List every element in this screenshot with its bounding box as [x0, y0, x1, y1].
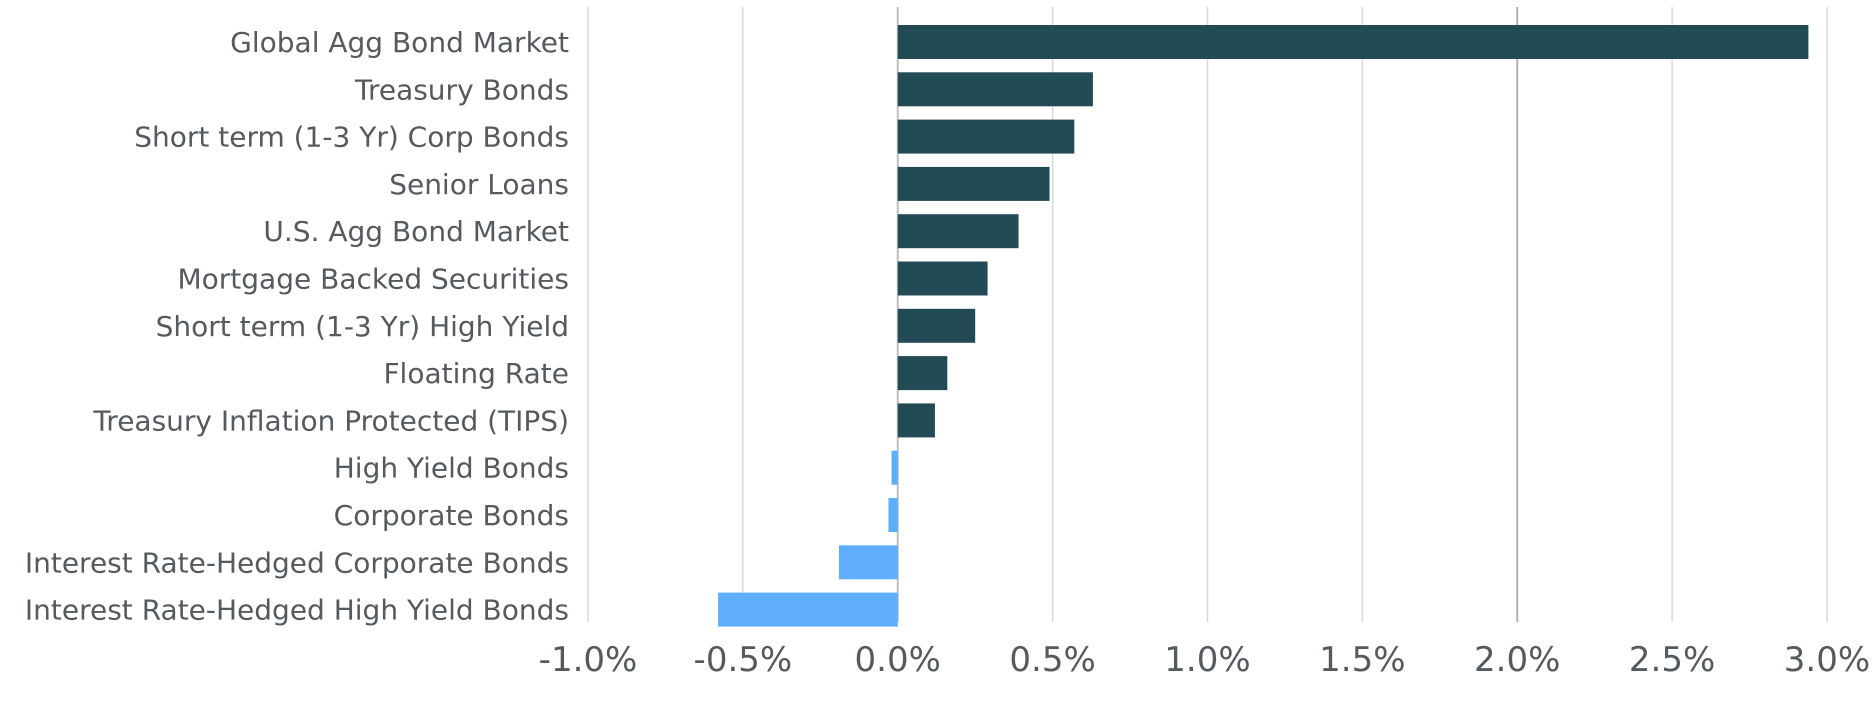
- category-label: Treasury Inflation Protected (TIPS): [92, 404, 569, 437]
- category-label: High Yield Bonds: [334, 452, 569, 485]
- x-tick-label: 1.5%: [1319, 640, 1405, 680]
- category-label: Corporate Bonds: [334, 499, 569, 532]
- category-labels: Global Agg Bond Market Treasury Bonds Shor…: [25, 26, 569, 627]
- x-tick-label: 1.0%: [1164, 640, 1250, 680]
- bar: [897, 72, 1093, 107]
- x-tick-label: 0.0%: [855, 640, 941, 680]
- bar: [897, 25, 1809, 59]
- bar: [718, 592, 898, 627]
- bar: [891, 450, 898, 485]
- category-label: Interest Rate-Hedged Corporate Bonds: [25, 546, 569, 579]
- x-tick-label: 2.5%: [1629, 640, 1715, 680]
- bar: [838, 545, 898, 580]
- bar: [897, 166, 1050, 201]
- category-label: Floating Rate: [383, 357, 569, 390]
- x-tick-label: -1.0%: [539, 640, 638, 680]
- category-label: Interest Rate-Hedged High Yield Bonds: [25, 594, 569, 627]
- x-tick-label: -0.5%: [694, 640, 793, 680]
- bar: [897, 119, 1075, 154]
- category-label: Senior Loans: [389, 168, 569, 201]
- gridlines: [587, 7, 1828, 622]
- bars: [718, 25, 1809, 627]
- bar: [888, 498, 898, 532]
- category-label: U.S. Agg Bond Market: [263, 215, 569, 248]
- bar: [897, 214, 1019, 249]
- x-tick-label: 0.5%: [1009, 640, 1095, 680]
- bar: [897, 356, 948, 391]
- category-label: Short term (1-3 Yr) Corp Bonds: [134, 121, 569, 154]
- x-tick-label: 3.0%: [1784, 640, 1870, 680]
- category-label: Treasury Bonds: [354, 73, 569, 106]
- bar: [897, 261, 988, 296]
- bar: [897, 308, 976, 343]
- category-label: Global Agg Bond Market: [230, 26, 569, 59]
- x-tick-labels: -1.0% -0.5% 0.0% 0.5% 1.0% 1.5% 2.0% 2.5% 3.0%: [539, 640, 1871, 680]
- x-tick-label: 2.0%: [1474, 640, 1560, 680]
- category-label: Short term (1-3 Yr) High Yield: [156, 310, 569, 343]
- bar: [897, 403, 935, 438]
- category-label: Mortgage Backed Securities: [178, 263, 570, 296]
